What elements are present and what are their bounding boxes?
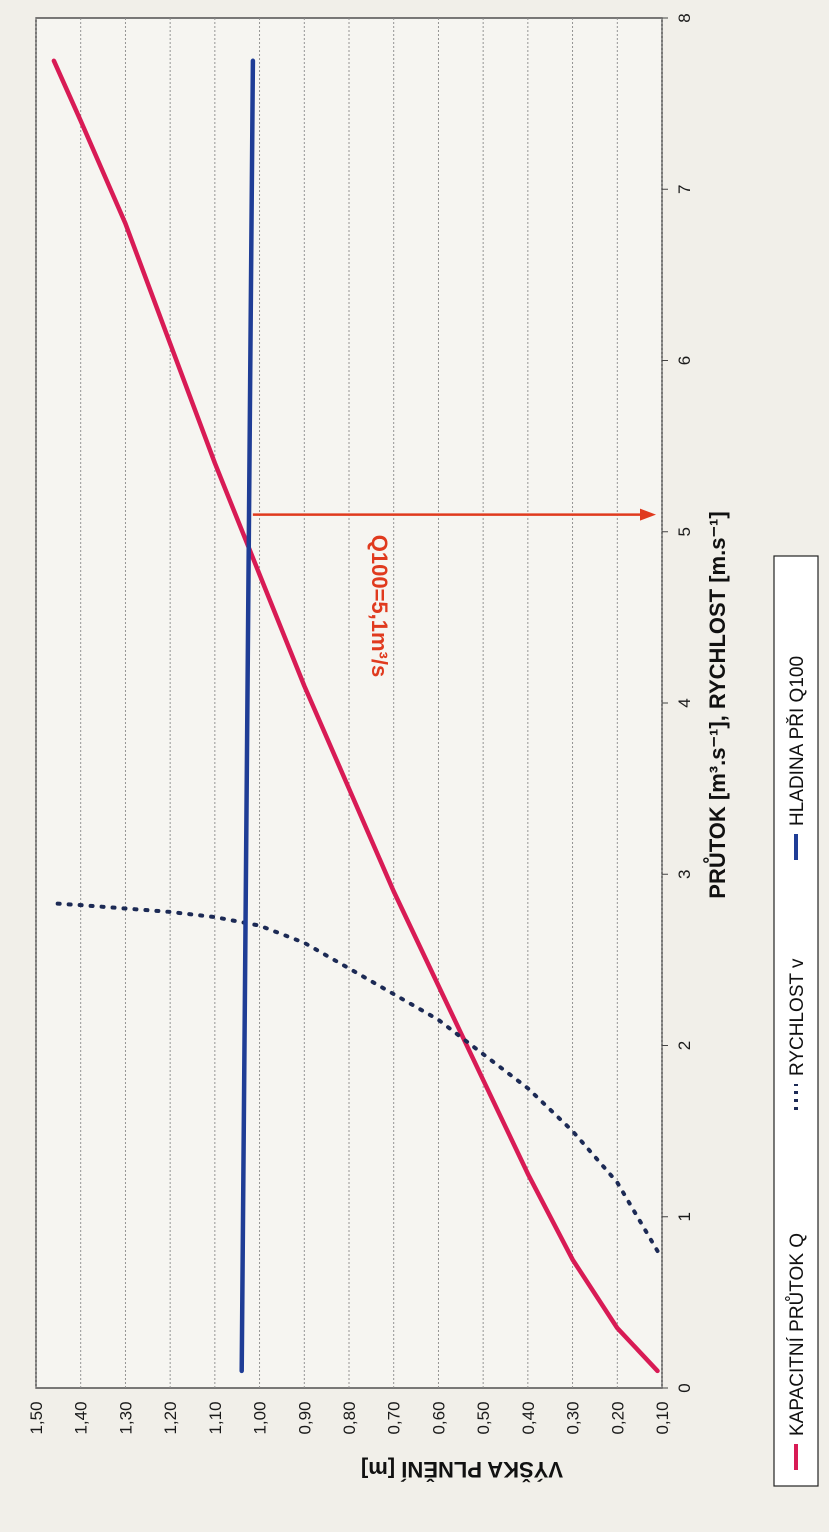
y-tick-label: 1,30 xyxy=(116,1401,135,1434)
x-tick-label: 2 xyxy=(675,1041,694,1050)
legend-label: HLADINA PŘI Q100 xyxy=(786,656,808,826)
x-tick-label: 3 xyxy=(675,870,694,879)
y-tick-label: 1,40 xyxy=(72,1401,91,1434)
series-kapacitn-pr-tok-q xyxy=(51,58,660,1374)
x-tick-label: 1 xyxy=(675,1212,694,1221)
x-tick-label: 7 xyxy=(675,185,694,194)
y-tick-label: 1,50 xyxy=(27,1401,46,1434)
series-rychlost-v xyxy=(51,901,660,1253)
series-hladina-p-i-q100 xyxy=(239,58,256,1374)
x-tick-label: 4 xyxy=(675,698,694,707)
x-tick-label: 6 xyxy=(675,356,694,365)
y-tick-label: 1,20 xyxy=(161,1401,180,1434)
y-tick-label: 0,10 xyxy=(653,1401,672,1434)
y-tick-label: 1,00 xyxy=(251,1401,270,1434)
legend-label: KAPACITNÍ PRŮTOK Q xyxy=(786,1233,808,1436)
legend-label: RYCHLOST v xyxy=(787,958,808,1076)
y-tick-label: 0,30 xyxy=(564,1401,583,1434)
y-tick-label: 0,40 xyxy=(519,1401,538,1434)
x-tick-label: 5 xyxy=(675,527,694,536)
annotation-arrow-head xyxy=(640,508,656,521)
y-tick-label: 0,80 xyxy=(340,1401,359,1434)
y-tick-label: 0,60 xyxy=(429,1401,448,1434)
x-tick-label: 8 xyxy=(675,13,694,22)
y-tick-label: 0,50 xyxy=(474,1401,493,1434)
x-axis-title: PRŮTOK [m³.s⁻¹], RYCHLOST [m.s⁻¹] xyxy=(702,511,730,898)
y-tick-label: 0,20 xyxy=(608,1401,627,1434)
y-axis-title: VÝŠKA PLNĚNÍ [m] xyxy=(361,1457,563,1482)
y-tick-label: 1,10 xyxy=(206,1401,225,1434)
y-tick-label: 0,70 xyxy=(385,1401,404,1434)
x-tick-label: 0 xyxy=(675,1383,694,1392)
annotation-label: Q100=5,1m³/s xyxy=(367,535,392,677)
legend-box xyxy=(773,555,819,1487)
y-tick-label: 0,90 xyxy=(295,1401,314,1434)
